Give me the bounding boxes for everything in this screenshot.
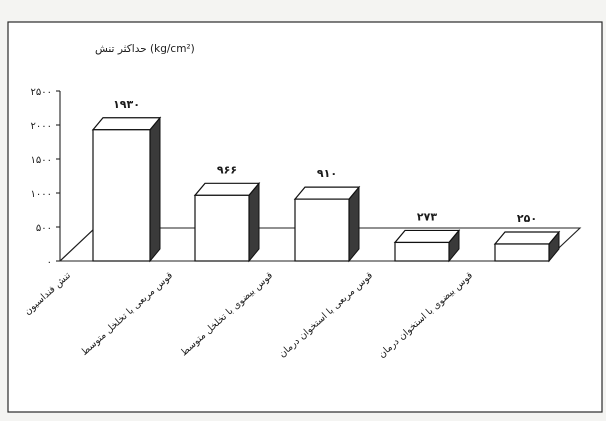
bar-front-face [92, 129, 151, 262]
data-label: ۹۱۰ [317, 167, 337, 180]
bar-front-face [394, 241, 450, 262]
bar-side-face [248, 181, 260, 263]
y-tick-label: ۱۵۰۰ [31, 155, 52, 166]
y-axis-unit-label: حداکثر تنش (kg/cm²) [95, 43, 195, 55]
data-label: ۲۵۰ [517, 212, 537, 225]
bar-front-face [494, 243, 550, 262]
bar-front-face [194, 194, 250, 262]
y-tick-label: ۵۰۰ [36, 223, 52, 234]
y-axis-depth-line [59, 227, 96, 262]
bar [493, 230, 561, 263]
data-labels-group: ۱۹۳۰ ۹۶۶ ۹۱۰ ۲۷۳ ۲۵۰ [113, 98, 537, 225]
bars-group [91, 116, 561, 263]
bar [393, 229, 461, 263]
bar [293, 185, 361, 263]
bar-top-face [393, 229, 461, 244]
bar-top-face [493, 231, 561, 245]
data-label: ۲۷۳ [417, 210, 437, 223]
bar [91, 116, 162, 263]
y-tick-label: ۱۰۰۰ [31, 189, 52, 200]
bar-top-face [91, 117, 162, 131]
bar-top-face [293, 186, 361, 200]
y-tick-label: ۰ [47, 257, 52, 268]
bar-top-face [193, 182, 261, 196]
bar-side-face [149, 116, 161, 263]
y-tick-label: ۲۰۰۰ [31, 121, 52, 132]
data-label: ۱۹۳۰ [113, 98, 140, 111]
bar [193, 181, 261, 263]
bar-front-face [294, 198, 350, 262]
data-label: ۹۶۶ [217, 163, 237, 176]
y-tick-label: ۲۵۰۰ [31, 87, 52, 98]
y-axis: ۰ ۵۰۰ ۱۰۰۰ ۱۵۰۰ ۲۰۰۰ ۲۵۰۰ [31, 87, 96, 268]
